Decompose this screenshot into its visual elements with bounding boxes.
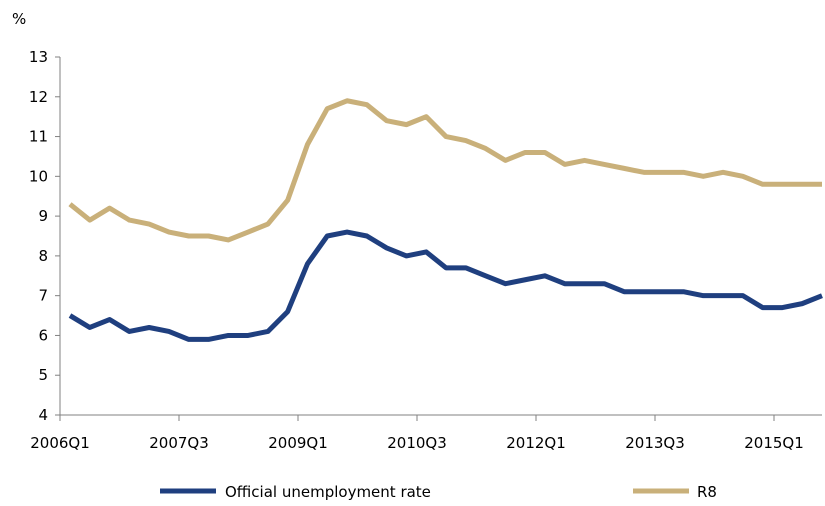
x-tick-label: 2007Q3 <box>149 434 209 452</box>
legend-item: Official unemployment rate <box>160 483 431 501</box>
x-axis: 2006Q1 2007Q3 2009Q1 2010Q3 2012Q1 2013Q3 2015… <box>30 414 822 452</box>
x-tick-label: 2012Q1 <box>506 434 566 452</box>
x-tick-label: 2015Q1 <box>744 434 804 452</box>
x-tick-label: 2013Q3 <box>625 434 685 452</box>
y-tick-label: 8 <box>38 247 48 265</box>
y-tick-label: 5 <box>38 366 48 384</box>
y-axis-unit-label: % <box>12 10 26 28</box>
y-tick-label: 9 <box>38 207 48 225</box>
y-axis: 4 5 6 7 8 9 10 11 12 13 <box>29 48 61 424</box>
y-tick-label: 12 <box>29 88 48 106</box>
y-tick-label: 10 <box>29 167 48 185</box>
legend-label: Official unemployment rate <box>225 483 431 501</box>
series-line-r8 <box>68 98 822 243</box>
x-tick-label: 2006Q1 <box>30 434 90 452</box>
series-layer <box>68 98 823 342</box>
y-tick-label: 6 <box>38 326 48 344</box>
legend-item: R8 <box>633 483 717 501</box>
series-line-official-unemployment-rate <box>68 229 823 342</box>
y-tick-label: 7 <box>38 287 48 305</box>
y-tick-label: 11 <box>29 128 48 146</box>
x-tick-label: 2010Q3 <box>387 434 447 452</box>
legend-label: R8 <box>697 483 717 501</box>
legend: Official unemployment rate R8 <box>160 483 717 501</box>
x-tick-label: 2009Q1 <box>268 434 328 452</box>
y-tick-label: 4 <box>38 406 48 424</box>
y-tick-label: 13 <box>29 48 48 66</box>
